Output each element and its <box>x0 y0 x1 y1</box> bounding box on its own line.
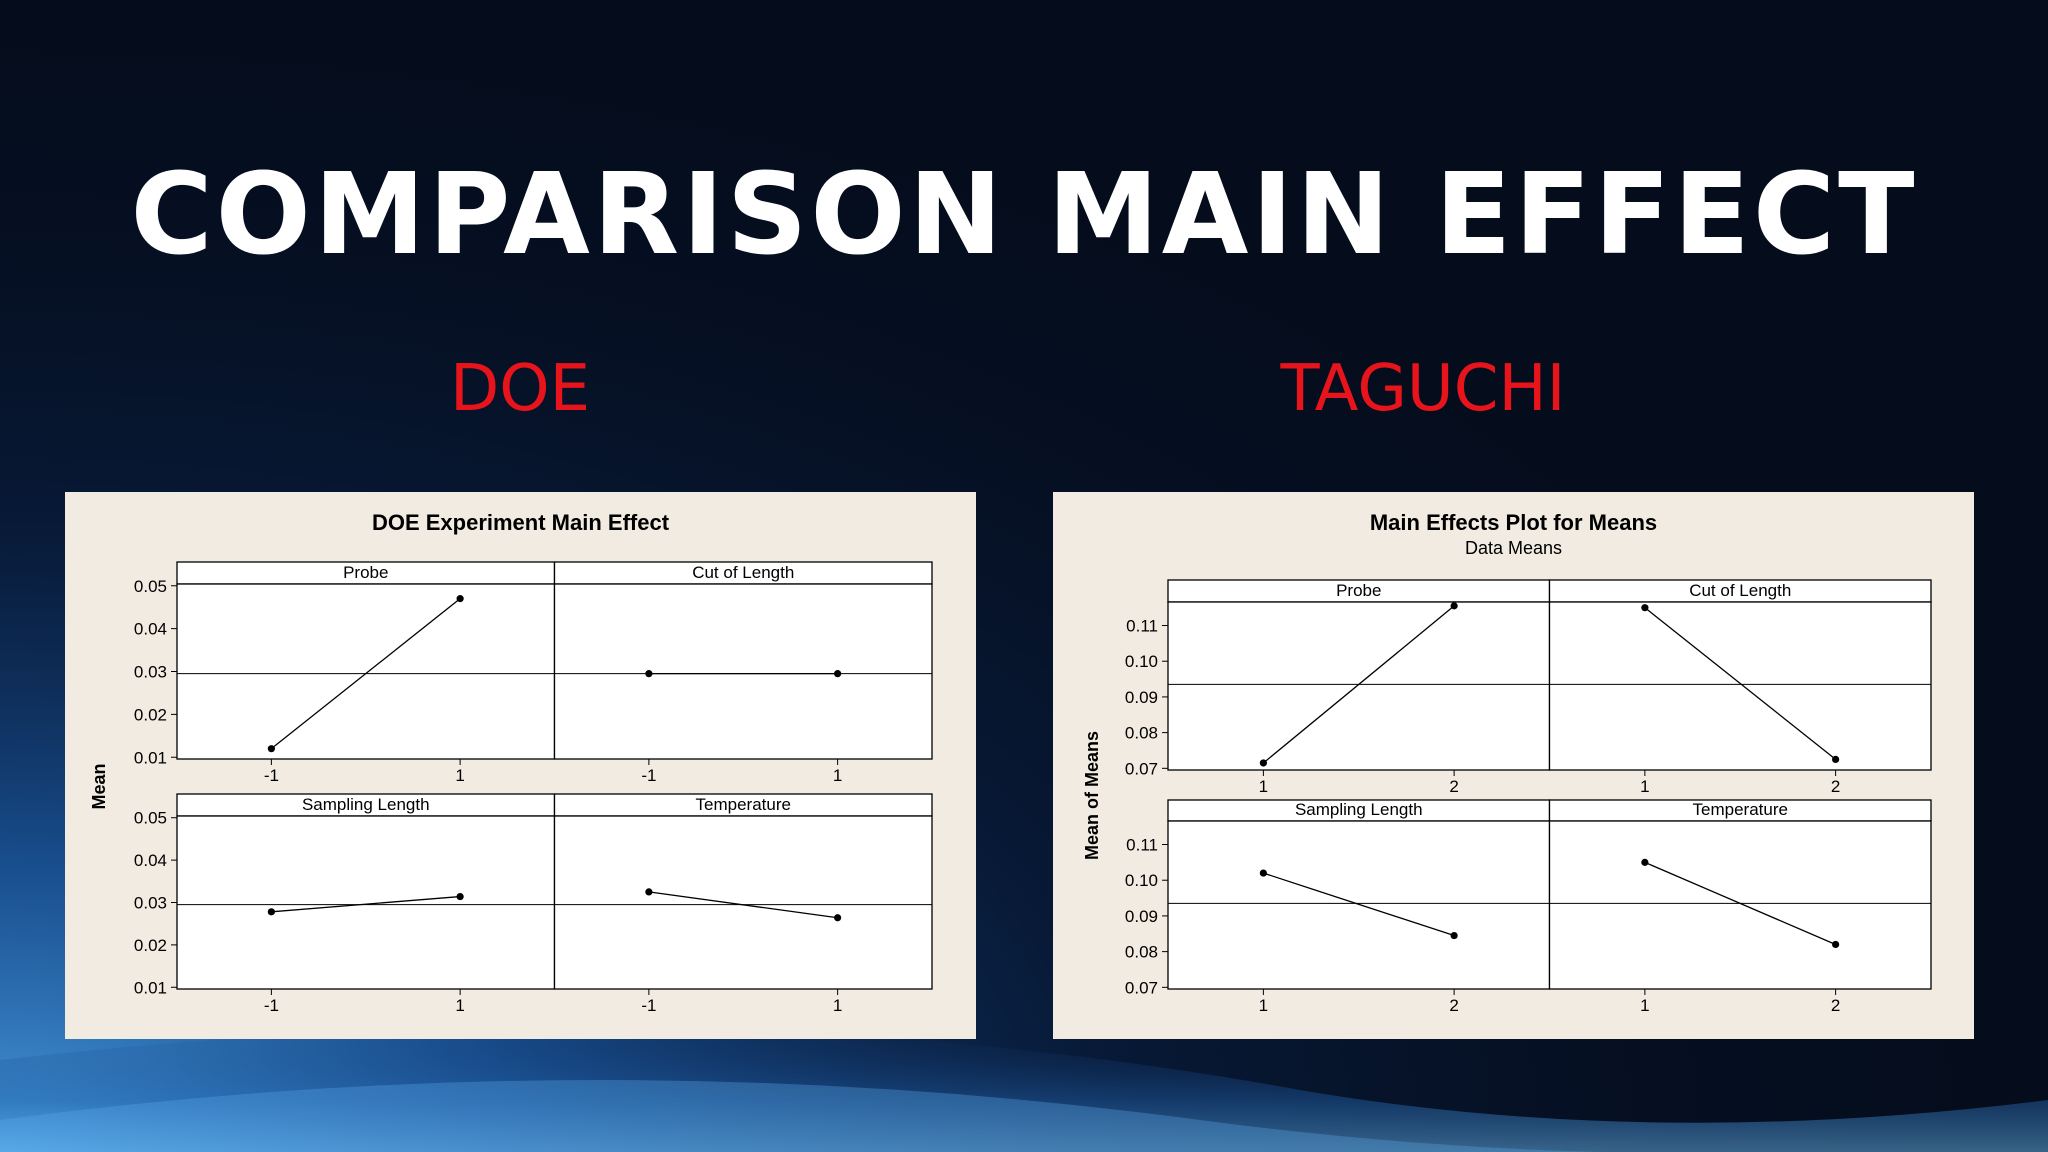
x-tick-label: -1 <box>264 766 279 785</box>
x-tick-label: 1 <box>1640 996 1649 1015</box>
plot-area <box>1548 820 1932 990</box>
y-tick-label: 0.07 <box>1125 759 1158 778</box>
y-tick-label: 0.02 <box>134 705 167 724</box>
data-point <box>1832 755 1840 763</box>
panel-sampling-length: Sampling Length 1 2 0.07 0.08 0.09 0.10 0.11 <box>1125 799 1551 1015</box>
x-tick-label: 2 <box>1449 777 1458 796</box>
plot-area <box>553 815 933 990</box>
x-tick-label: 1 <box>455 996 464 1015</box>
plot-area <box>176 815 556 990</box>
strip-label: Probe <box>343 563 388 582</box>
y-tick-label: 0.08 <box>1125 943 1158 962</box>
y-tick-label: 0.04 <box>134 620 167 639</box>
strip-label: Cut of Length <box>1689 581 1791 600</box>
data-point <box>456 595 464 603</box>
panel-sampling-length: Sampling Length -1 1 0.01 0.02 0.03 0.04 0.05 <box>134 793 556 1015</box>
slide-title: COMPARISON MAIN EFFECT <box>130 150 1918 280</box>
effect-line <box>1644 607 1837 760</box>
x-tick-label: 1 <box>1259 996 1268 1015</box>
taguchi-heading: TAGUCHI <box>1280 352 1566 426</box>
effect-line <box>270 598 461 750</box>
data-point <box>1641 604 1649 612</box>
y-tick-label: 0.10 <box>1125 871 1158 890</box>
plot-area <box>1548 601 1932 771</box>
panel-cut-of-length: Cut of Length 1 2 <box>1548 579 1932 796</box>
y-tick-label: 0.03 <box>134 894 167 913</box>
data-point <box>267 745 275 753</box>
strip-label: Temperature <box>1693 800 1788 819</box>
effect-line <box>1262 605 1455 764</box>
y-tick-label: 0.05 <box>134 809 167 828</box>
x-tick-label: -1 <box>641 766 656 785</box>
data-point <box>456 892 464 901</box>
strip-label: Cut of Length <box>692 563 794 582</box>
panel-temperature: Temperature 1 2 <box>1548 799 1932 1015</box>
chart-title: Main Effects Plot for Means <box>1370 510 1657 535</box>
data-point <box>645 670 653 678</box>
strip-label: Probe <box>1336 581 1381 600</box>
y-tick-label: 0.11 <box>1126 617 1158 636</box>
data-point <box>834 914 842 922</box>
y-tick-label: 0.07 <box>1125 978 1158 997</box>
y-tick-label: 0.10 <box>1125 652 1158 671</box>
y-tick-label: 0.02 <box>134 936 167 955</box>
data-point <box>267 908 275 916</box>
y-tick-label: 0.05 <box>134 577 167 596</box>
x-tick-label: 1 <box>1259 777 1268 796</box>
x-tick-label: -1 <box>641 996 656 1015</box>
y-axis-label: Mean of Means <box>1082 731 1102 860</box>
x-tick-label: 1 <box>455 766 464 785</box>
strip-label: Sampling Length <box>302 795 430 814</box>
x-tick-label: -1 <box>264 996 279 1015</box>
effect-line <box>271 895 461 913</box>
data-point <box>1259 869 1267 877</box>
data-point <box>1450 602 1458 610</box>
y-tick-label: 0.01 <box>134 978 167 997</box>
plot-area <box>176 583 556 760</box>
y-tick-label: 0.09 <box>1125 688 1158 707</box>
x-tick-label: 1 <box>833 766 842 785</box>
x-tick-label: 1 <box>1640 777 1649 796</box>
taguchi-main-effects-chart: Main Effects Plot for Means Data Means Mea… <box>1082 510 1932 1015</box>
effect-line <box>648 891 838 919</box>
strip-label: Temperature <box>696 795 791 814</box>
chart-title: DOE Experiment Main Effect <box>372 510 670 535</box>
x-tick-label: 1 <box>833 996 842 1015</box>
effect-line <box>1263 872 1455 937</box>
x-tick-label: 2 <box>1831 996 1840 1015</box>
effect-line <box>1644 861 1836 946</box>
plot-area <box>553 583 933 760</box>
strip-label: Sampling Length <box>1295 800 1423 819</box>
panel-temperature: Temperature -1 1 <box>553 793 933 1015</box>
x-tick-label: 2 <box>1449 996 1458 1015</box>
x-tick-label: 2 <box>1831 777 1840 796</box>
panel-cut-of-length: Cut of Length -1 1 <box>553 561 933 785</box>
doe-heading: DOE <box>449 352 591 426</box>
data-point <box>834 670 842 678</box>
panel-probe: Probe -1 1 0.01 0.02 0.03 0.04 0.05 <box>134 561 556 785</box>
data-point <box>645 888 653 896</box>
data-point <box>1641 858 1649 866</box>
data-point <box>1259 759 1267 767</box>
y-tick-label: 0.08 <box>1125 724 1158 743</box>
plot-area <box>1167 601 1551 771</box>
panel-probe: Probe 1 2 0.07 0.08 0.09 0.10 0.11 <box>1125 579 1551 796</box>
y-axis-label: Mean <box>89 763 109 809</box>
data-point <box>1832 940 1840 949</box>
y-tick-label: 0.04 <box>134 851 167 870</box>
y-tick-label: 0.11 <box>1126 836 1158 855</box>
taguchi-chart-panel: Main Effects Plot for Means Data Means Mea… <box>1053 492 1974 1039</box>
doe-chart-panel: DOE Experiment Main Effect Mean Probe -1 1 0.… <box>65 492 976 1039</box>
y-tick-label: 0.01 <box>134 748 167 767</box>
y-tick-label: 0.09 <box>1125 907 1158 926</box>
doe-main-effects-chart: DOE Experiment Main Effect Mean Probe -1 1 0.… <box>89 510 933 1015</box>
chart-subtitle: Data Means <box>1465 538 1562 558</box>
y-tick-label: 0.03 <box>134 663 167 682</box>
data-point <box>1450 931 1458 940</box>
